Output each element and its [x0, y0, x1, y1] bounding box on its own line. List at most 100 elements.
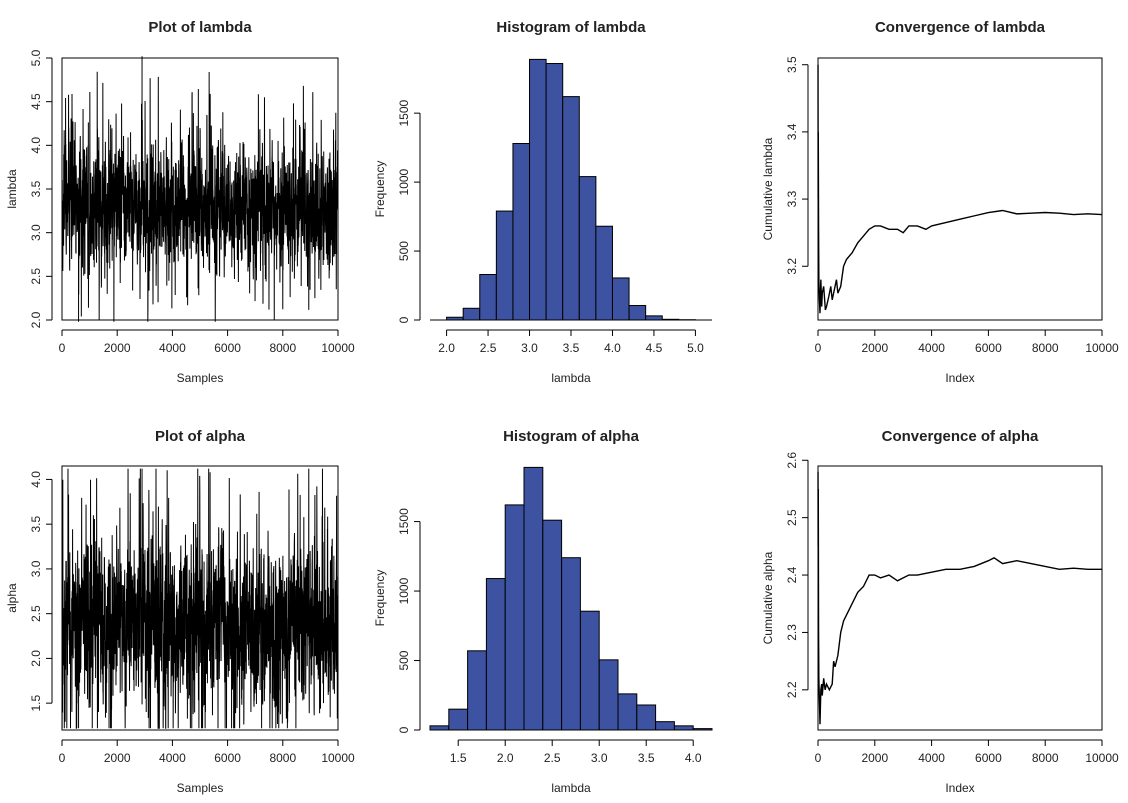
x-tick-label: 6000: [214, 751, 241, 765]
y-tick-label: 3.4: [785, 123, 799, 140]
convergence-line: [817, 471, 1102, 725]
x-tick-label: 6000: [214, 341, 241, 355]
panel-2: Histogram of lambda lambda Frequency 2.0 2.5…: [373, 19, 712, 385]
histogram-bar: [512, 142, 531, 321]
histogram-bar: [542, 519, 563, 731]
y-tick-label: 0: [397, 726, 411, 733]
x-tick-label: 10000: [321, 751, 355, 765]
x-tick-label: 8000: [269, 751, 296, 765]
histogram-bar: [523, 466, 544, 731]
x-tick-label: 2.5: [544, 751, 561, 765]
histogram-bar: [485, 578, 506, 731]
x-tick-label: 3.5: [638, 751, 655, 765]
x-tick-label: 8000: [1032, 751, 1059, 765]
x-tick-label: 6000: [975, 341, 1002, 355]
histogram-bar: [579, 610, 600, 731]
x-tick-label: 0: [815, 341, 822, 355]
histogram-bar: [673, 725, 694, 731]
x-axis-label: Samples: [177, 371, 224, 385]
x-tick-label: 10000: [321, 341, 355, 355]
x-tick-label: 4000: [918, 341, 945, 355]
y-tick-label: 500: [397, 650, 411, 670]
chart-title: Convergence of alpha: [882, 428, 1039, 445]
y-tick-label: 3.3: [785, 190, 799, 207]
y-axis-label: lambda: [5, 169, 19, 209]
x-axis-label: Samples: [177, 781, 224, 795]
plot-frame: [817, 465, 1103, 731]
panel-6: Convergence of alpha Index Cumulative alph…: [761, 428, 1119, 795]
y-tick-label: 3.5: [785, 56, 799, 73]
y-axis-label: Cumulative alpha: [761, 551, 775, 644]
y-axis-label: Frequency: [373, 161, 387, 218]
x-tick-label: 0: [815, 751, 822, 765]
y-tick-label: 2.3: [785, 624, 799, 641]
histogram-bar: [636, 704, 657, 731]
x-tick-label: 3.0: [521, 341, 538, 355]
y-tick-label: 2.4: [785, 566, 799, 583]
histogram-bar: [467, 650, 487, 731]
histogram-bar: [628, 305, 647, 321]
plot-frame: [61, 465, 339, 731]
histogram-bar: [448, 708, 469, 731]
histogram-bar: [462, 307, 481, 321]
x-tick-label: 2.0: [497, 751, 514, 765]
y-tick-label: 2.2: [785, 681, 799, 698]
x-tick-label: 2.0: [438, 341, 455, 355]
y-tick-label: 4.0: [29, 137, 43, 154]
plot-frame: [817, 57, 1103, 321]
chart-title: Plot of lambda: [148, 19, 252, 36]
histogram-bar: [504, 504, 525, 731]
y-tick-label: 3.2: [785, 258, 799, 275]
panel-1: Plot of lambda Samples lambda 0 2000 4000 6000…: [5, 19, 355, 385]
y-axis-label: Frequency: [373, 570, 387, 627]
convergence-line: [817, 64, 1103, 314]
y-tick-label: 3.0: [29, 560, 43, 577]
histogram-bar: [611, 277, 630, 321]
y-tick-label: 2.5: [29, 268, 43, 285]
histogram-bar: [617, 693, 638, 731]
x-tick-label: 4000: [918, 751, 945, 765]
x-tick-label: 3.5: [563, 341, 580, 355]
x-tick-label: 8000: [1032, 341, 1059, 355]
x-tick-label: 0: [59, 751, 66, 765]
x-tick-label: 2000: [861, 751, 888, 765]
x-axis-label: Index: [945, 371, 974, 385]
x-tick-label: 2.5: [480, 341, 497, 355]
x-axis-label: Index: [945, 781, 974, 795]
x-tick-label: 4.0: [685, 751, 702, 765]
y-tick-label: 500: [397, 241, 411, 261]
histogram-bar: [595, 225, 613, 321]
histogram-bar: [479, 273, 497, 321]
y-tick-label: 3.5: [29, 180, 43, 197]
x-tick-label: 1.5: [450, 751, 467, 765]
x-tick-label: 0: [59, 341, 66, 355]
x-tick-label: 2000: [861, 341, 888, 355]
histogram-bar: [495, 210, 514, 321]
histogram-bar: [545, 63, 564, 321]
trace-line: [61, 71, 339, 322]
trace-line: [61, 468, 339, 729]
x-tick-label: 5.0: [687, 341, 704, 355]
histogram-bar: [655, 721, 675, 731]
histogram-bar: [429, 725, 450, 731]
y-tick-label: 3.0: [29, 224, 43, 241]
chart-title: Histogram of alpha: [503, 428, 640, 445]
x-tick-label: 6000: [975, 751, 1002, 765]
y-tick-label: 1000: [397, 168, 411, 195]
histogram-bar: [598, 659, 619, 731]
y-tick-label: 1.5: [29, 694, 43, 711]
x-tick-label: 2000: [104, 751, 131, 765]
y-tick-label: 2.6: [785, 452, 799, 469]
chart-title: Convergence of lambda: [875, 19, 1046, 36]
x-tick-label: 10000: [1085, 341, 1119, 355]
x-tick-label: 8000: [269, 341, 296, 355]
y-tick-label: 1500: [397, 99, 411, 126]
y-tick-label: 1500: [397, 508, 411, 535]
x-tick-label: 2000: [104, 341, 131, 355]
histogram-bar: [578, 176, 597, 321]
x-tick-label: 3.0: [591, 751, 608, 765]
y-tick-label: 3.5: [29, 516, 43, 533]
y-tick-label: 4.0: [29, 471, 43, 488]
y-tick-label: 2.0: [29, 311, 43, 328]
plot-frame: [61, 57, 339, 321]
